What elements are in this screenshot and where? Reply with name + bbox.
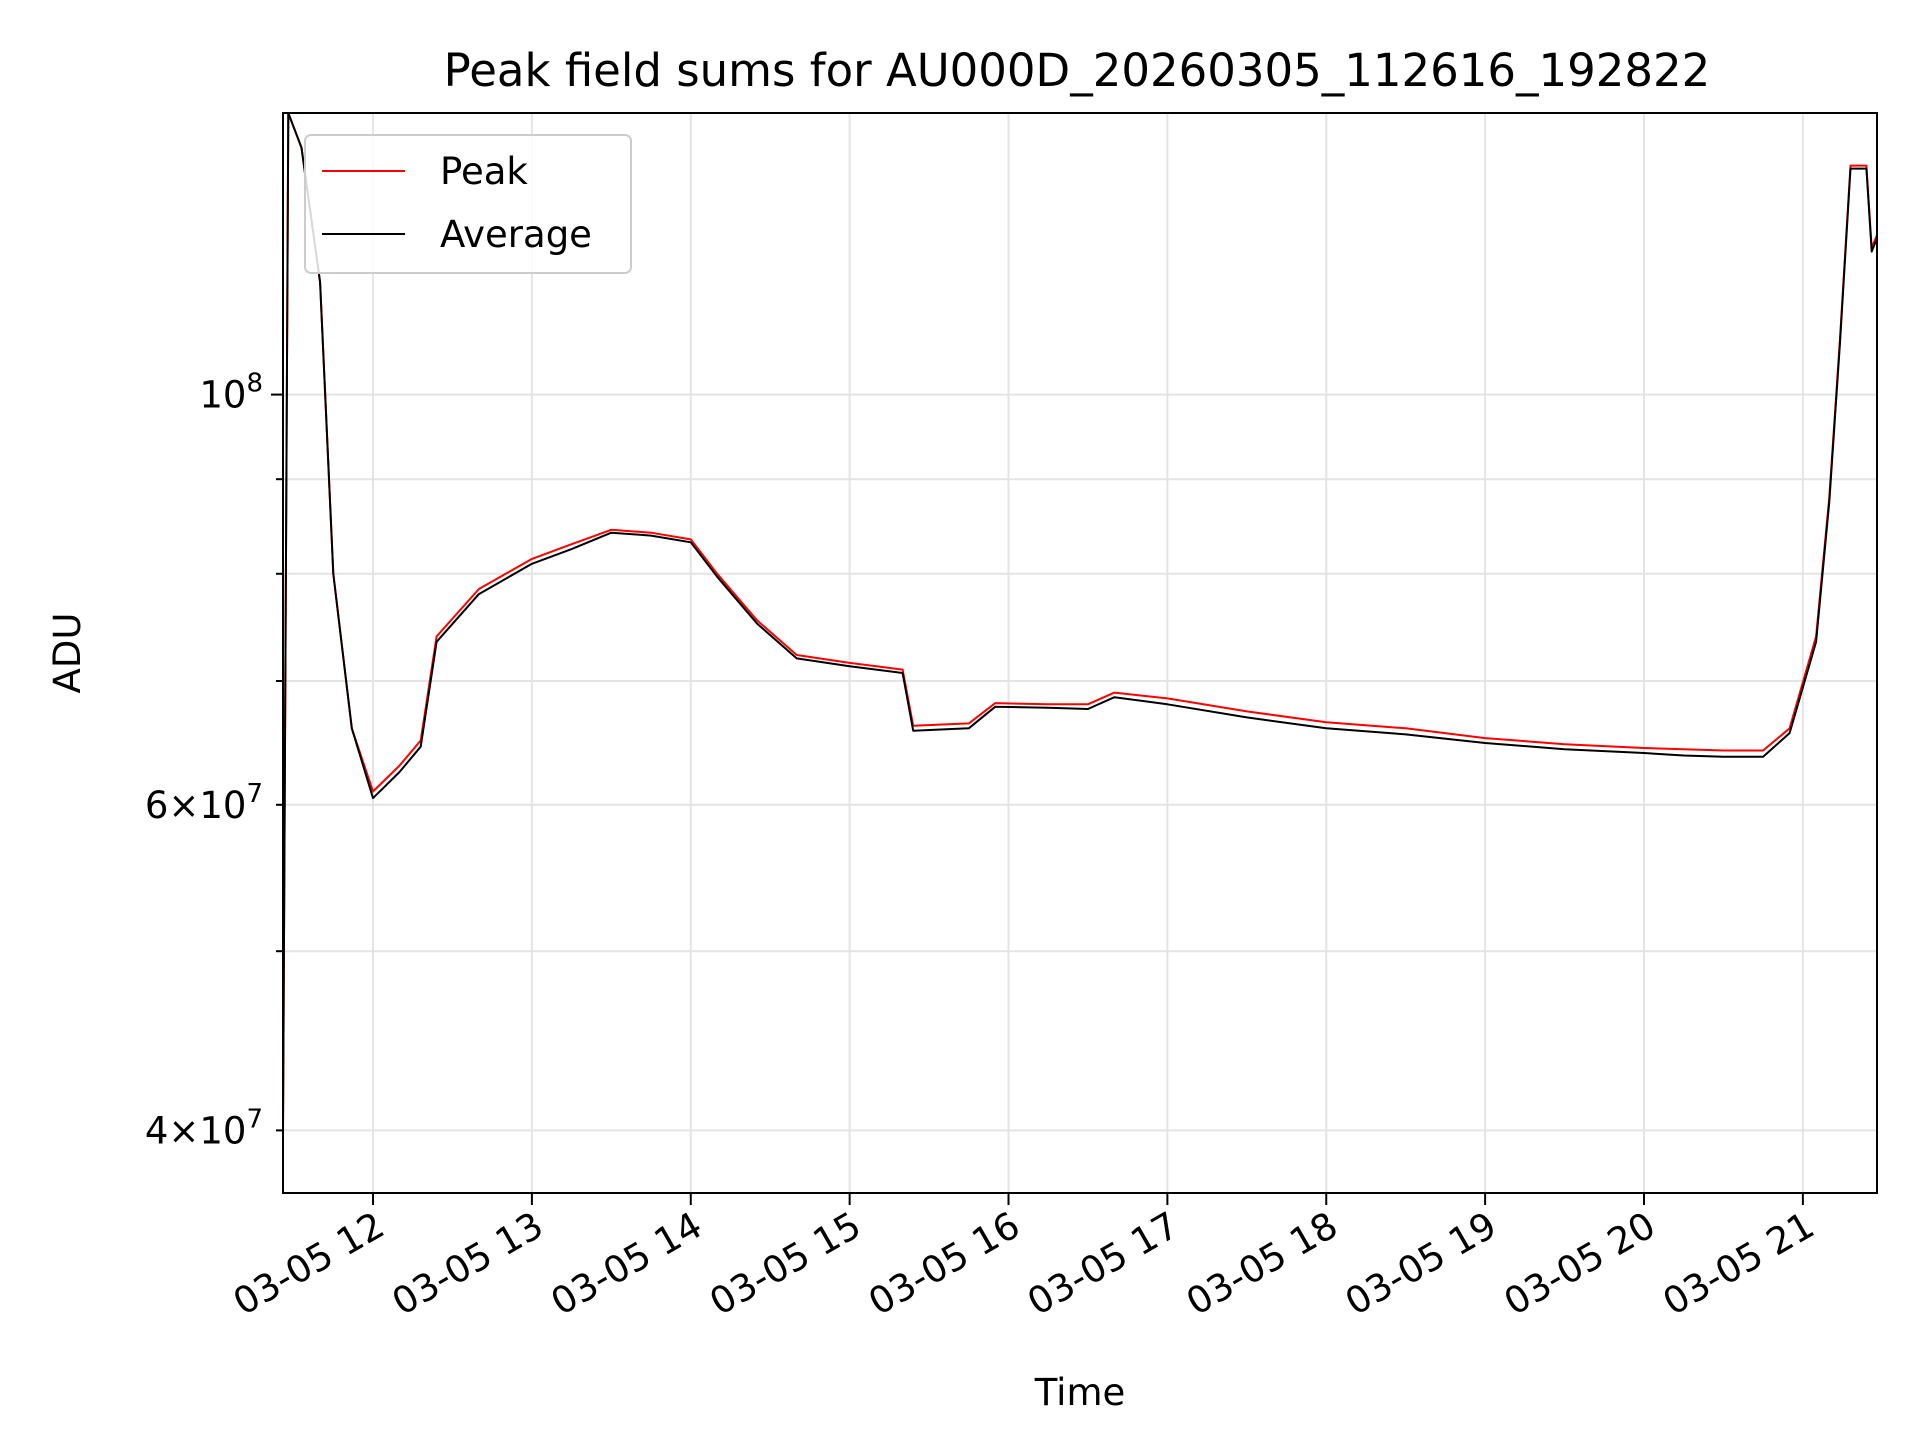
legend-box — [304, 134, 632, 274]
y-tick-label: 6×107 — [145, 779, 263, 827]
legend-label: Average — [440, 213, 592, 256]
y-axis: 108 4×107 6×107 — [145, 369, 283, 1152]
legend: Peak Average — [304, 134, 632, 274]
series-line-peak — [282, 112, 1878, 1131]
y-axis-label: ADU — [46, 613, 89, 694]
legend-label: Peak — [440, 150, 528, 193]
x-axis-label: Time — [1034, 1371, 1126, 1414]
axes-frame — [282, 112, 1878, 1194]
grid — [283, 113, 1877, 1193]
plot-area — [282, 112, 1878, 1131]
series-line-average — [282, 112, 1878, 1131]
y-tick-label: 4×107 — [145, 1104, 263, 1152]
y-tick-label: 108 — [199, 369, 263, 417]
chart-title: Peak field sums for AU000D_20260305_1126… — [444, 44, 1711, 97]
